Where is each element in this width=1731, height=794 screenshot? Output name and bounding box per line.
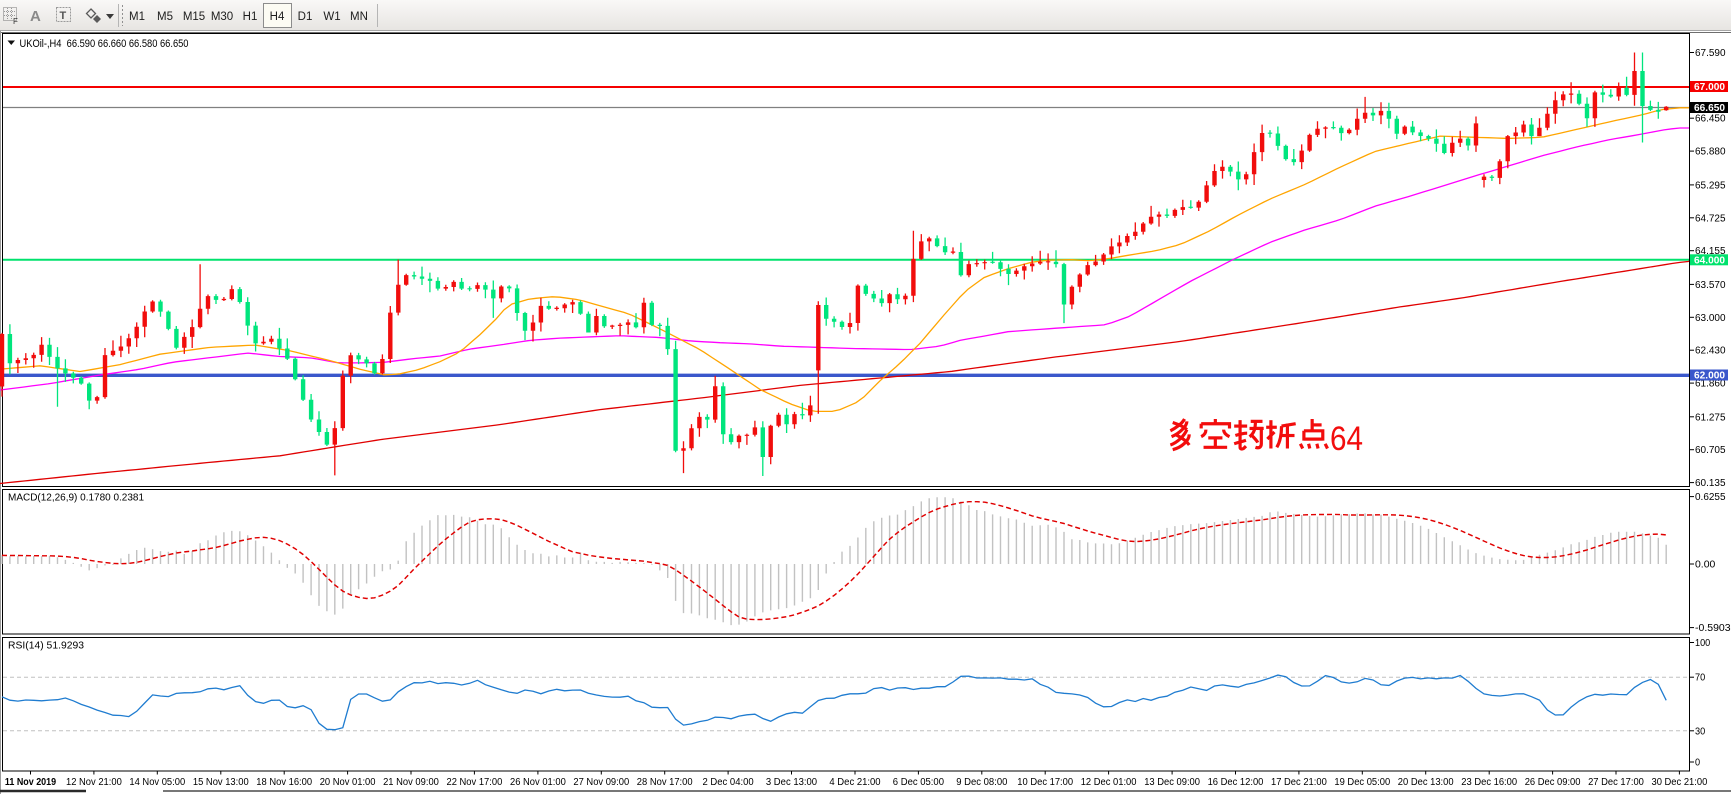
svg-text:14 Nov 05:00: 14 Nov 05:00 [129,777,185,788]
svg-text:RSI(14) 51.9293: RSI(14) 51.9293 [8,640,84,652]
svg-text:0.6255: 0.6255 [1695,492,1726,503]
svg-text:H4: H4 [270,11,285,23]
svg-text:66.650: 66.650 [1694,103,1725,114]
svg-text:13 Dec 09:00: 13 Dec 09:00 [1144,777,1200,788]
svg-text:66.450: 66.450 [1695,114,1726,125]
svg-text:M1: M1 [129,11,145,23]
svg-text:30: 30 [1695,726,1706,737]
svg-text:28 Nov 17:00: 28 Nov 17:00 [637,777,693,788]
svg-text:61.860: 61.860 [1695,379,1726,390]
svg-text:63.000: 63.000 [1695,313,1726,324]
svg-text:65.295: 65.295 [1695,180,1726,191]
svg-text:MACD(12,26,9) 0.1780 0.2381: MACD(12,26,9) 0.1780 0.2381 [8,492,144,504]
svg-text:20 Nov 01:00: 20 Nov 01:00 [320,777,376,788]
svg-text:64: 64 [1330,420,1363,458]
svg-text:17 Dec 21:00: 17 Dec 21:00 [1271,777,1327,788]
svg-text:64.725: 64.725 [1695,213,1726,224]
svg-text:21 Nov 09:00: 21 Nov 09:00 [383,777,439,788]
svg-text:12 Dec 01:00: 12 Dec 01:00 [1081,777,1137,788]
svg-text:61.275: 61.275 [1695,412,1726,423]
svg-text:64.000: 64.000 [1694,255,1725,266]
svg-text:60.705: 60.705 [1695,445,1726,456]
svg-text:19 Dec 05:00: 19 Dec 05:00 [1334,777,1390,788]
svg-text:A: A [30,8,41,25]
svg-text:H1: H1 [243,11,258,23]
svg-text:16 Dec 12:00: 16 Dec 12:00 [1208,777,1264,788]
svg-text:100: 100 [1695,638,1711,649]
svg-text:11 Nov 2019: 11 Nov 2019 [5,777,57,788]
svg-text:70: 70 [1695,673,1706,684]
svg-text:26 Dec 09:00: 26 Dec 09:00 [1525,777,1581,788]
svg-text:20 Dec 13:00: 20 Dec 13:00 [1398,777,1454,788]
svg-text:3 Dec 13:00: 3 Dec 13:00 [766,777,818,788]
svg-text:27 Dec 17:00: 27 Dec 17:00 [1588,777,1644,788]
svg-text:65.880: 65.880 [1695,147,1726,158]
svg-text:64.155: 64.155 [1695,246,1726,257]
svg-text:T: T [60,10,67,22]
svg-text:W1: W1 [323,11,340,23]
svg-text:2 Dec 04:00: 2 Dec 04:00 [703,777,755,788]
svg-text:27 Nov 09:00: 27 Nov 09:00 [573,777,629,788]
svg-text:UKOil-,H4 66.590 66.660 66.58: UKOil-,H4 66.590 66.660 66.580 66.650 [20,38,189,50]
svg-text:15 Nov 13:00: 15 Nov 13:00 [193,777,249,788]
svg-text:M30: M30 [211,11,233,23]
svg-text:MN: MN [350,11,368,23]
svg-text:30 Dec 21:00: 30 Dec 21:00 [1652,777,1708,788]
svg-text:18 Nov 16:00: 18 Nov 16:00 [256,777,312,788]
svg-text:-0.5903: -0.5903 [1695,623,1731,634]
svg-text:12 Nov 21:00: 12 Nov 21:00 [66,777,122,788]
svg-text:26 Nov 01:00: 26 Nov 01:00 [510,777,566,788]
svg-text:F: F [13,17,18,26]
svg-text:0.00: 0.00 [1695,560,1716,571]
svg-text:M15: M15 [183,11,205,23]
svg-text:67.590: 67.590 [1695,48,1726,59]
svg-text:62.430: 62.430 [1695,346,1726,357]
svg-text:22 Nov 17:00: 22 Nov 17:00 [447,777,503,788]
svg-text:6 Dec 05:00: 6 Dec 05:00 [893,777,945,788]
svg-text:10 Dec 17:00: 10 Dec 17:00 [1017,777,1073,788]
svg-text:23 Dec 16:00: 23 Dec 16:00 [1461,777,1517,788]
svg-text:67.000: 67.000 [1694,82,1725,93]
svg-text:D1: D1 [298,11,313,23]
svg-text:9 Dec 08:00: 9 Dec 08:00 [956,777,1008,788]
svg-text:M5: M5 [157,11,173,23]
svg-text:60.135: 60.135 [1695,478,1726,489]
svg-text:4 Dec 21:00: 4 Dec 21:00 [829,777,881,788]
svg-text:0: 0 [1695,758,1701,769]
svg-text:63.570: 63.570 [1695,280,1726,291]
svg-text:62.000: 62.000 [1694,371,1725,382]
